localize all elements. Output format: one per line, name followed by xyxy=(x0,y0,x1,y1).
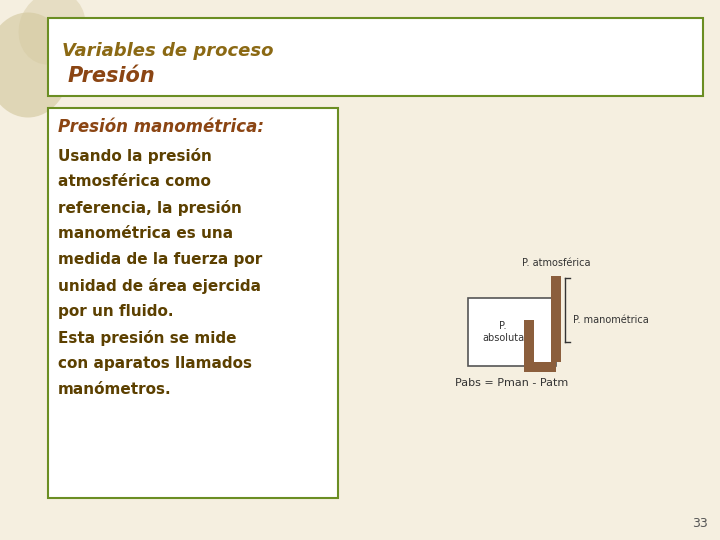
Text: Variables de proceso: Variables de proceso xyxy=(62,42,274,60)
Text: P. manométrica: P. manométrica xyxy=(573,315,649,325)
Text: manómetros.: manómetros. xyxy=(58,382,171,397)
Text: Esta presión se mide: Esta presión se mide xyxy=(58,330,236,346)
Bar xyxy=(468,298,556,366)
Text: con aparatos llamados: con aparatos llamados xyxy=(58,356,252,371)
Bar xyxy=(524,320,534,368)
Ellipse shape xyxy=(19,0,86,65)
FancyBboxPatch shape xyxy=(48,108,338,498)
Text: Presión manométrica:: Presión manométrica: xyxy=(58,118,264,136)
Text: Presión: Presión xyxy=(68,66,156,86)
Text: P.
absoluta: P. absoluta xyxy=(482,321,524,343)
Text: por un fluido.: por un fluido. xyxy=(58,304,174,319)
Text: Pabs = Pman - Patm: Pabs = Pman - Patm xyxy=(455,378,569,388)
Text: P. atmosférica: P. atmosférica xyxy=(522,258,590,268)
Text: manométrica es una: manométrica es una xyxy=(58,226,233,241)
Text: referencia, la presión: referencia, la presión xyxy=(58,200,242,216)
Text: medida de la fuerza por: medida de la fuerza por xyxy=(58,252,262,267)
Text: atmosférica como: atmosférica como xyxy=(58,174,211,189)
Text: Usando la presión: Usando la presión xyxy=(58,148,212,164)
Ellipse shape xyxy=(0,12,71,118)
Bar xyxy=(551,276,561,362)
FancyBboxPatch shape xyxy=(48,18,703,96)
Bar xyxy=(524,362,556,372)
Text: 33: 33 xyxy=(692,517,708,530)
Text: unidad de área ejercida: unidad de área ejercida xyxy=(58,278,261,294)
